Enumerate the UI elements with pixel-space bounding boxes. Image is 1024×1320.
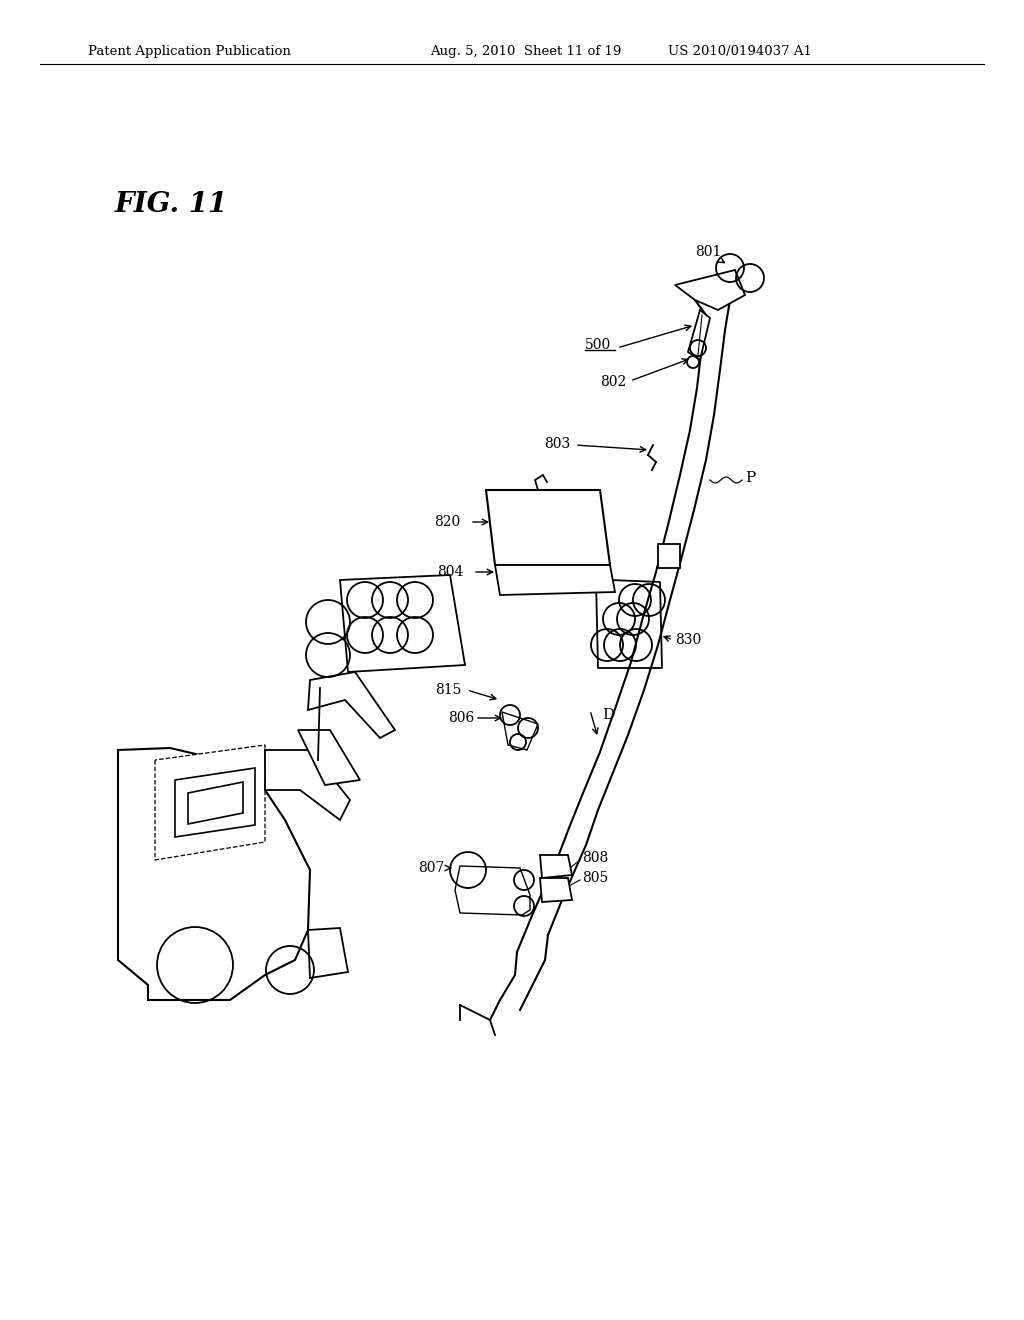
Polygon shape — [495, 565, 615, 595]
Polygon shape — [308, 928, 348, 978]
Polygon shape — [658, 544, 680, 568]
Text: 807: 807 — [418, 861, 444, 875]
Text: 804: 804 — [437, 565, 464, 579]
Text: D: D — [602, 708, 614, 722]
Polygon shape — [298, 730, 360, 785]
Text: 802: 802 — [600, 375, 627, 389]
Text: 808: 808 — [582, 851, 608, 865]
Text: 500: 500 — [585, 338, 611, 352]
Text: FIG. 11: FIG. 11 — [115, 191, 228, 219]
Text: Aug. 5, 2010  Sheet 11 of 19: Aug. 5, 2010 Sheet 11 of 19 — [430, 45, 622, 58]
Polygon shape — [155, 744, 265, 861]
Polygon shape — [502, 711, 538, 750]
Polygon shape — [540, 878, 572, 902]
Text: P: P — [745, 471, 756, 484]
Polygon shape — [486, 490, 610, 565]
Polygon shape — [175, 768, 255, 837]
Polygon shape — [340, 576, 465, 672]
Polygon shape — [688, 310, 710, 360]
Text: 815: 815 — [435, 682, 462, 697]
Text: Patent Application Publication: Patent Application Publication — [88, 45, 291, 58]
Text: 805: 805 — [582, 871, 608, 884]
Text: 806: 806 — [449, 711, 474, 725]
Polygon shape — [265, 750, 350, 820]
Polygon shape — [540, 855, 572, 878]
Polygon shape — [675, 271, 745, 310]
Polygon shape — [118, 748, 310, 1001]
Text: 801: 801 — [695, 246, 721, 259]
Polygon shape — [308, 672, 395, 738]
Text: 820: 820 — [434, 515, 460, 529]
Polygon shape — [188, 781, 243, 824]
Polygon shape — [455, 866, 530, 915]
Text: 830: 830 — [675, 634, 701, 647]
Text: US 2010/0194037 A1: US 2010/0194037 A1 — [668, 45, 812, 58]
Text: 803: 803 — [544, 437, 570, 451]
